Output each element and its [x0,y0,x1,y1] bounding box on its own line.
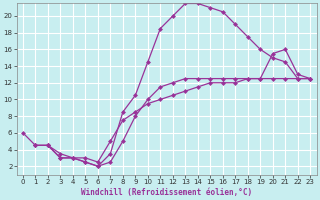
X-axis label: Windchill (Refroidissement éolien,°C): Windchill (Refroidissement éolien,°C) [81,188,252,197]
